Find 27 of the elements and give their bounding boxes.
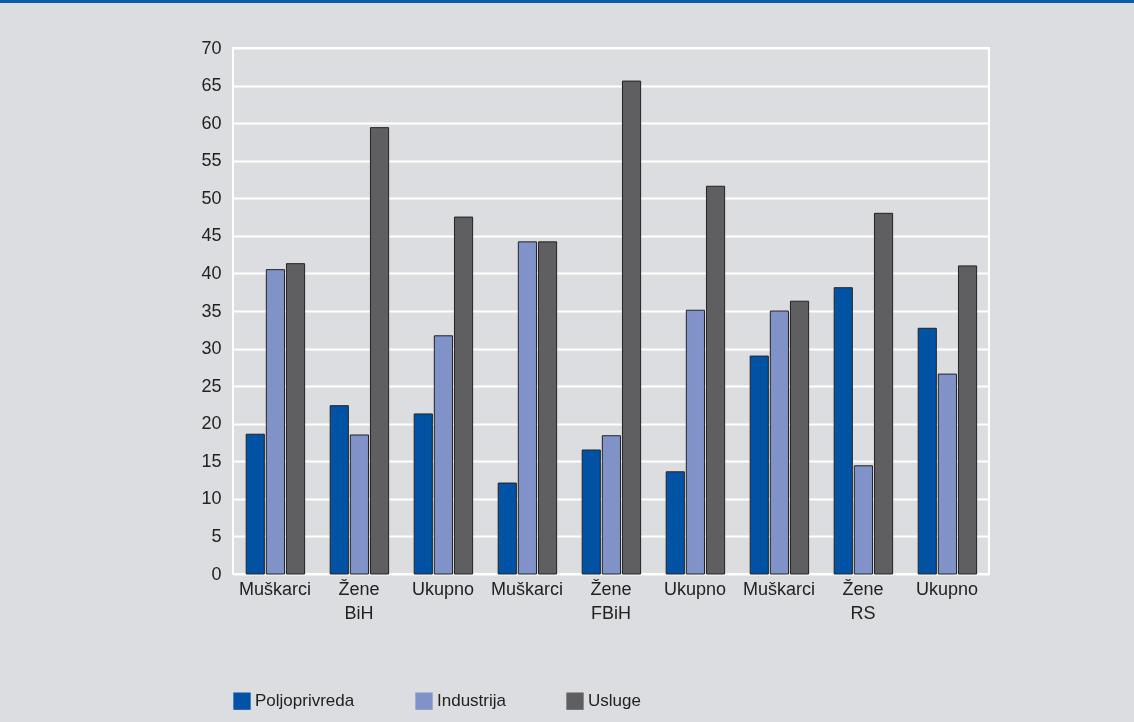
y-tick-label: 65 xyxy=(201,75,222,96)
y-tick-label: 45 xyxy=(201,225,222,246)
y-tick-label: 25 xyxy=(201,375,222,396)
y-tick-label: 30 xyxy=(201,338,222,359)
x-tick-label: Ukupno xyxy=(411,578,475,599)
y-tick-label: 50 xyxy=(201,187,222,208)
y-tick-label: 55 xyxy=(201,150,222,171)
y-tick-label: 40 xyxy=(201,262,222,283)
y-tick-label: 35 xyxy=(201,300,222,321)
legend-label: Usluge xyxy=(588,691,641,711)
y-tick-label: 10 xyxy=(201,488,222,509)
y-tick-label: 70 xyxy=(201,37,222,58)
y-tick-label: 60 xyxy=(201,112,222,133)
legend-label: Poljoprivreda xyxy=(255,691,355,711)
x-tick-label: Muškarci xyxy=(490,578,564,599)
x-tick-label: Muškarci xyxy=(238,578,312,599)
legend-label: Industrija xyxy=(437,691,507,711)
x-tick-label: Žene RS xyxy=(842,578,884,623)
y-tick-label: 0 xyxy=(211,563,222,584)
x-tick-label: Žene BiH xyxy=(338,578,380,623)
x-tick-label: Muškarci xyxy=(742,578,816,599)
y-tick-label: 20 xyxy=(201,413,222,434)
y-tick-label: 15 xyxy=(201,450,222,471)
y-tick-label: 5 xyxy=(211,525,222,546)
x-tick-label: Ukupno xyxy=(915,578,979,599)
x-tick-label: Ukupno xyxy=(663,578,727,599)
x-tick-label: Žene FBiH xyxy=(590,578,632,623)
